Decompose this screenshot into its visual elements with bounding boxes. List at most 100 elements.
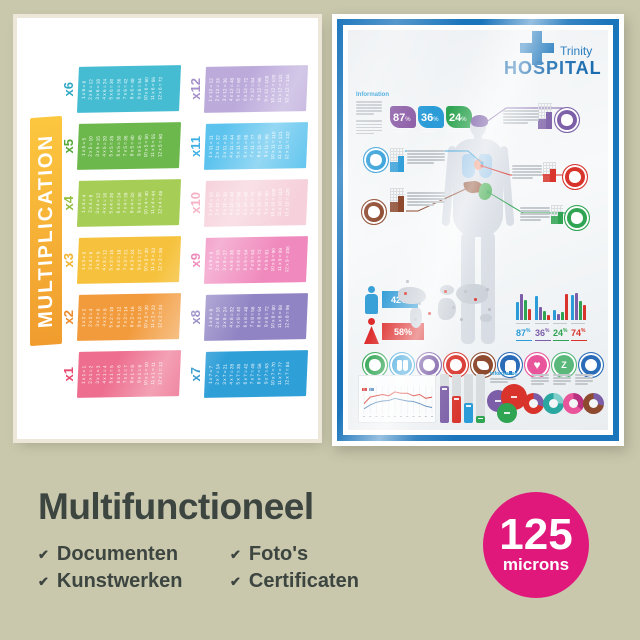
multiplication-entry: 11 x 8 = 88 bbox=[277, 305, 284, 329]
text-line bbox=[490, 381, 509, 383]
feature-label: Kunstwerken bbox=[56, 570, 183, 592]
table-label-text: x12 bbox=[188, 78, 203, 100]
female-icon bbox=[368, 318, 375, 325]
table-label-text: x11 bbox=[188, 135, 203, 157]
table-label: x7 bbox=[188, 351, 203, 397]
multiplication-entry: 12 x 9 = 108 bbox=[283, 246, 291, 273]
text-line bbox=[520, 210, 550, 212]
multiplication-entry: 11 x 12 = 132 bbox=[276, 74, 284, 103]
lungs-mini-chart bbox=[390, 148, 404, 172]
multiplication-table-x12: x12 1 x 12 = 12 2 x 12 = 24 3 x 12 = 36 4 x … bbox=[188, 65, 309, 113]
multiplication-entry: 9 x 11 = 99 bbox=[263, 134, 270, 158]
table-entries: 1 x 11 = 11 2 x 11 = 22 3 x 11 = 33 4 x 11 … bbox=[204, 122, 308, 170]
text-line bbox=[531, 383, 544, 385]
map-marker bbox=[406, 280, 409, 283]
region-stat-36: 36% bbox=[535, 288, 552, 341]
track-bar bbox=[464, 374, 473, 423]
text-line bbox=[531, 374, 549, 376]
lungs-glyph bbox=[396, 359, 408, 371]
multiplication-entry: 1 x 9 = 9 bbox=[207, 251, 214, 270]
map-marker bbox=[474, 298, 477, 301]
feature-label: Certificaten bbox=[248, 570, 359, 592]
thickness-value: 125 bbox=[499, 510, 573, 560]
region-percentage: 36% bbox=[535, 328, 550, 338]
text-line bbox=[575, 377, 593, 379]
text-line bbox=[575, 374, 593, 376]
caption-line bbox=[571, 323, 585, 324]
bar bbox=[571, 295, 574, 320]
track-bar bbox=[440, 374, 449, 423]
percent-sign: % bbox=[526, 328, 531, 334]
check-icon: ✔ bbox=[38, 547, 49, 562]
table-body: 1 x 10 = 10 2 x 10 = 20 3 x 10 = 30 4 x 10 … bbox=[203, 179, 309, 227]
map-marker bbox=[444, 290, 447, 293]
text-line bbox=[490, 378, 516, 380]
multiplication-entry: 4 x 12 = 48 bbox=[228, 77, 235, 102]
map-marker bbox=[464, 290, 467, 293]
multiplication-entry: 4 x 9 = 36 bbox=[228, 249, 235, 271]
text-line bbox=[407, 159, 445, 161]
text-line bbox=[512, 168, 542, 170]
stomach-callout-text bbox=[520, 207, 550, 222]
table-label-text: x10 bbox=[188, 192, 203, 214]
track-bar-fill bbox=[452, 396, 461, 423]
heart-callout-text bbox=[512, 165, 542, 180]
multiplication-entry: 8 x 12 = 96 bbox=[256, 77, 263, 101]
region-bars bbox=[535, 296, 550, 320]
bubble-mark bbox=[495, 400, 501, 402]
feature-item: ✔ Foto's bbox=[230, 541, 359, 568]
multiplication-entry: 5 x 12 = 60 bbox=[235, 77, 242, 101]
thickness-badge: 125 microns bbox=[483, 492, 589, 598]
donut-hole bbox=[569, 399, 578, 408]
map-marker bbox=[418, 302, 421, 305]
thickness-unit: microns bbox=[502, 554, 570, 574]
lungs-callout-text bbox=[407, 150, 445, 165]
text-line bbox=[407, 192, 445, 194]
multiplication-entry: 9 x 10 = 90 bbox=[263, 191, 270, 215]
multiplication-entry: 9 x 8 = 72 bbox=[263, 306, 270, 328]
multiplication-entry: 3 x 12 = 36 bbox=[221, 77, 228, 102]
map-marker bbox=[414, 318, 417, 321]
text-line bbox=[503, 122, 529, 124]
donut-chart bbox=[583, 393, 604, 414]
table-body: 1 x 12 = 12 2 x 12 = 24 3 x 12 = 36 4 x 12 … bbox=[203, 65, 309, 113]
text-line bbox=[520, 213, 550, 215]
map-marker bbox=[460, 318, 463, 321]
map-marker bbox=[452, 306, 455, 309]
track-bar-fill bbox=[476, 415, 485, 423]
multiplication-entry: 6 x 12 = 72 bbox=[242, 77, 249, 101]
text-line bbox=[553, 377, 571, 379]
heart-organ-icon-glyph bbox=[450, 359, 462, 371]
trend-line-chart bbox=[358, 375, 436, 423]
caption-line bbox=[516, 323, 530, 324]
text-line bbox=[407, 153, 445, 155]
caption-line bbox=[535, 323, 549, 324]
multiplication-entry: 7 x 8 = 56 bbox=[249, 306, 256, 328]
map-marker bbox=[428, 312, 431, 315]
liver-icon bbox=[361, 199, 387, 225]
text-line bbox=[503, 116, 539, 118]
mini-chart-fill bbox=[397, 196, 404, 212]
map-marker bbox=[404, 292, 407, 295]
multiplication-entry: 8 x 8 = 64 bbox=[256, 306, 263, 328]
donut-hole bbox=[529, 399, 538, 408]
multiplication-entry: 2 x 8 = 16 bbox=[214, 307, 221, 329]
text-line bbox=[407, 150, 445, 152]
multiplication-entry: 11 x 7 = 77 bbox=[277, 362, 284, 386]
text-line bbox=[553, 383, 566, 385]
multiplication-entry: 12 x 11 = 132 bbox=[283, 131, 291, 160]
sleep-icon-glyph: Z bbox=[561, 360, 567, 370]
text-line bbox=[512, 177, 533, 179]
bar bbox=[516, 302, 519, 320]
table-label: x10 bbox=[188, 180, 203, 226]
table-label: x12 bbox=[188, 66, 203, 112]
multiplication-entry: 12 x 12 = 144 bbox=[283, 74, 291, 103]
table-label: x8 bbox=[188, 294, 203, 340]
table-label: x11 bbox=[188, 123, 203, 169]
check-icon: ✔ bbox=[38, 574, 49, 589]
multiplication-entry: 2 x 9 = 18 bbox=[214, 250, 221, 272]
percent-sign: % bbox=[563, 328, 568, 334]
multiplication-entry: 5 x 9 = 45 bbox=[235, 249, 242, 271]
